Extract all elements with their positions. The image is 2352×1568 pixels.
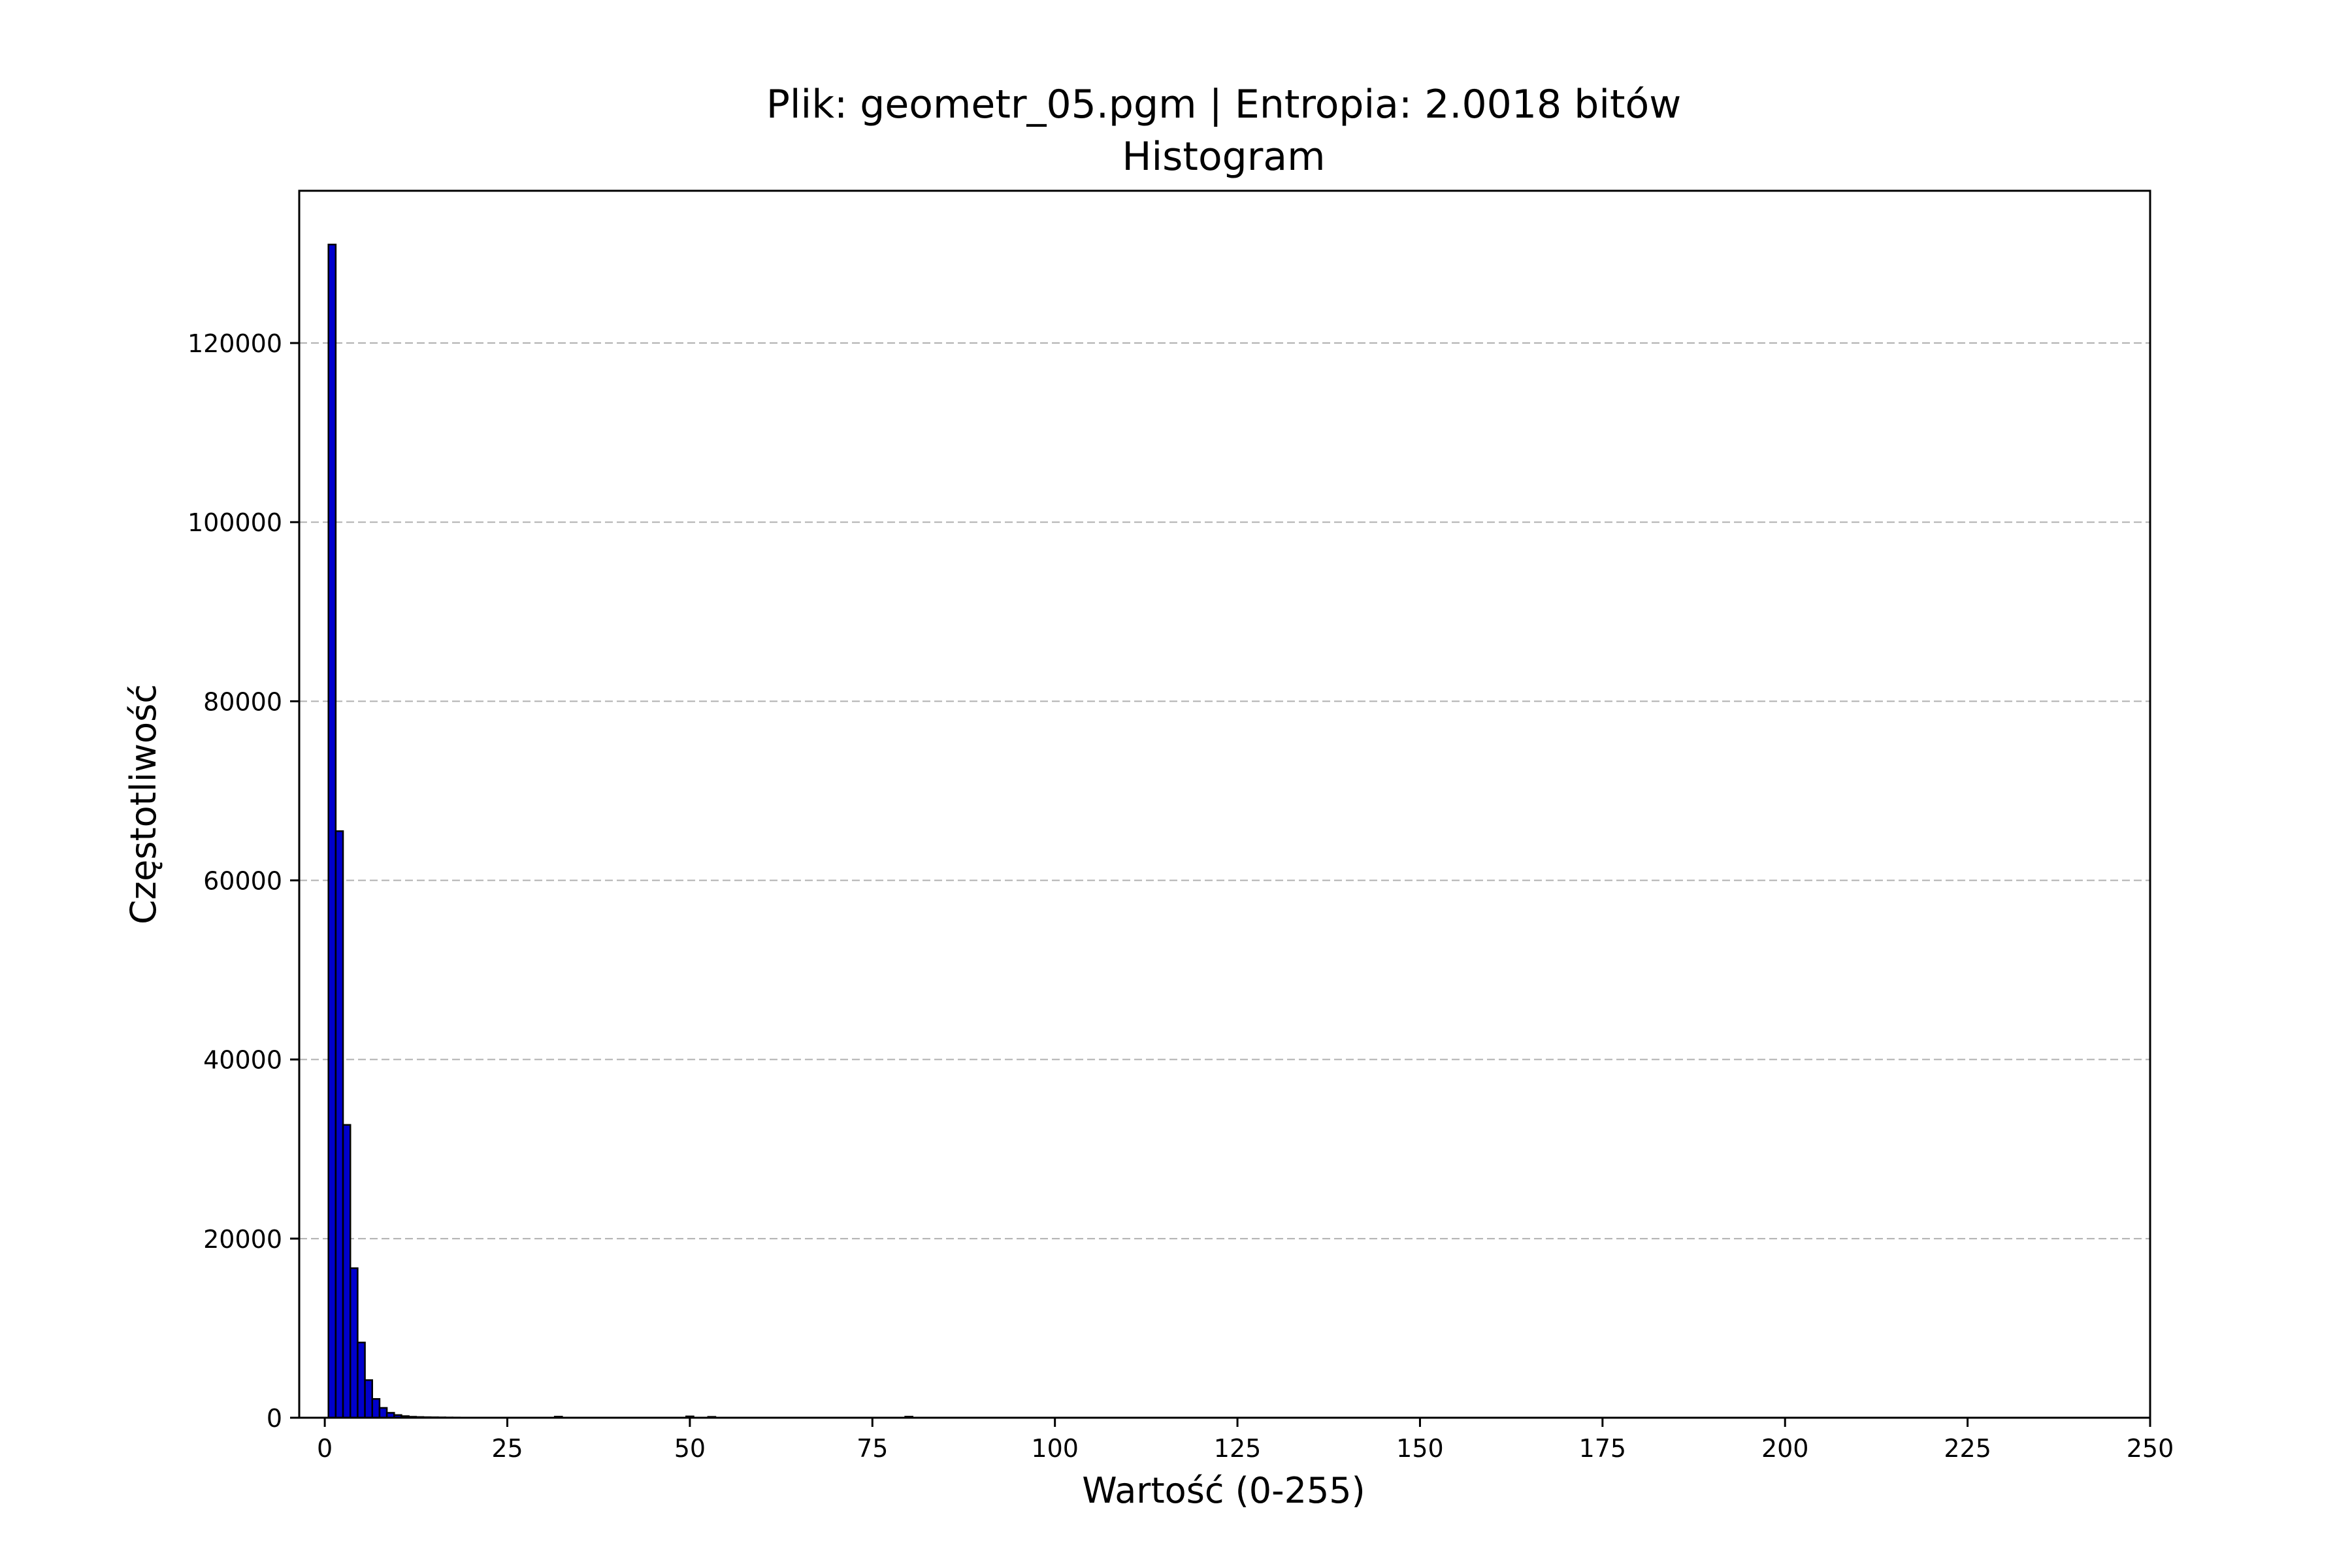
- y-axis-label: Częstotliwość: [123, 684, 164, 924]
- y-tick-label: 40000: [203, 1046, 282, 1075]
- y-tick-label: 80000: [203, 687, 282, 716]
- histogram-bar: [371, 1397, 381, 1419]
- x-tick-label: 150: [1396, 1434, 1444, 1463]
- histogram-bar: [327, 243, 337, 1419]
- histogram-bar: [349, 1267, 359, 1419]
- x-axis-ticks: 0 25 50 75 100 125 150 175 200 225 250: [317, 1418, 2174, 1463]
- chart-subtitle: Histogram: [1122, 134, 1325, 180]
- histogram-bar: [364, 1379, 374, 1419]
- y-tick-label: 60000: [203, 867, 282, 896]
- histogram-bar: [357, 1341, 366, 1419]
- grid-lines: [299, 342, 2150, 1239]
- x-tick-label: 0: [317, 1434, 333, 1463]
- histogram-bar: [335, 830, 344, 1419]
- x-tick-label: 75: [857, 1434, 888, 1463]
- x-tick-label: 125: [1214, 1434, 1262, 1463]
- y-tick-label: 100000: [188, 508, 282, 537]
- y-tick-label: 120000: [188, 329, 282, 358]
- x-tick-label: 200: [1761, 1434, 1809, 1463]
- histogram-bar: [378, 1407, 388, 1419]
- x-tick-label: 175: [1579, 1434, 1627, 1463]
- histogram-bar: [342, 1124, 351, 1419]
- plot-frame: [298, 189, 2151, 1419]
- y-axis-ticks: 0 20000 40000 60000 80000 100000 120000: [188, 329, 299, 1433]
- x-tick-label: 50: [674, 1434, 706, 1463]
- x-tick-label: 225: [1944, 1434, 1991, 1463]
- x-tick-label: 250: [2127, 1434, 2174, 1463]
- y-tick-label: 20000: [203, 1225, 282, 1254]
- y-tick-label: 0: [267, 1404, 282, 1433]
- x-axis-label: Wartość (0-255): [1082, 1470, 1365, 1511]
- x-tick-label: 25: [491, 1434, 523, 1463]
- x-tick-label: 100: [1031, 1434, 1079, 1463]
- chart-title: Plik: geometr_05.pgm | Entropia: 2.0018 …: [766, 82, 1682, 127]
